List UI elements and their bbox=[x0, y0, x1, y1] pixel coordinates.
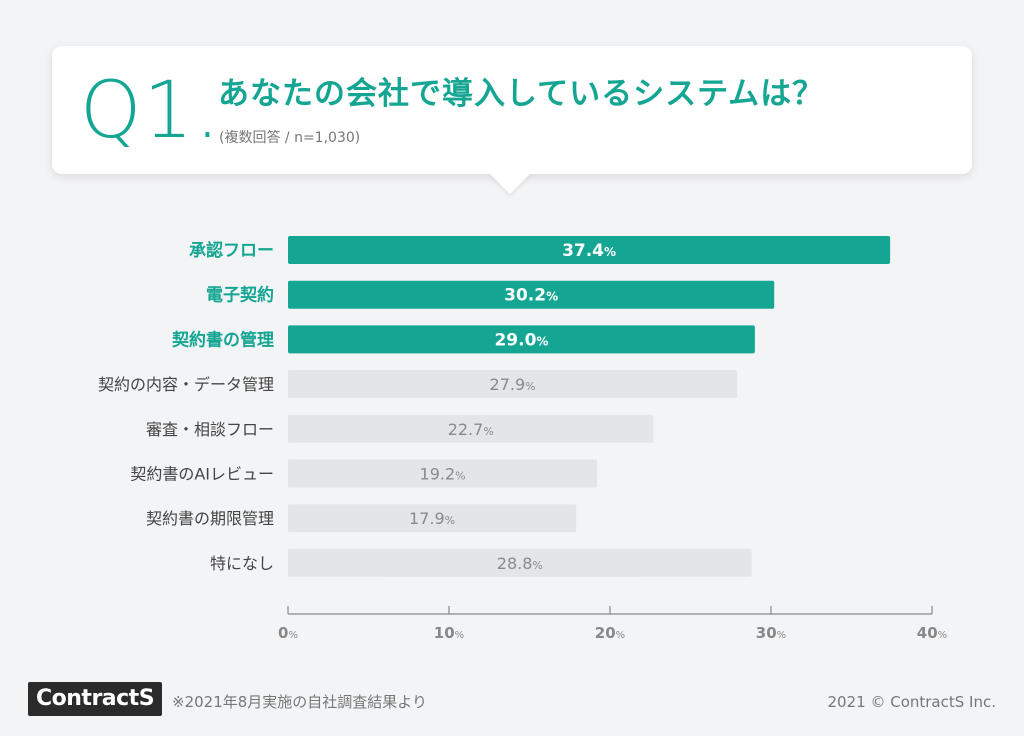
value-label: 29.0% bbox=[494, 330, 548, 350]
category-label: 契約の内容・データ管理 bbox=[98, 375, 274, 394]
bar bbox=[288, 548, 752, 577]
x-tick-label: 40% bbox=[917, 624, 947, 642]
question-card-pointer bbox=[488, 172, 532, 194]
question-title: あなたの会社で導入しているシステムは？ bbox=[218, 76, 825, 112]
value-label: 17.9% bbox=[409, 509, 455, 528]
x-tick-label: 10% bbox=[434, 624, 464, 642]
bar bbox=[288, 325, 755, 354]
bar bbox=[288, 280, 775, 309]
bar bbox=[288, 370, 738, 399]
footer-copyright: 2021 © ContractS Inc. bbox=[827, 693, 996, 711]
value-label: 19.2% bbox=[420, 465, 466, 484]
value-label: 30.2% bbox=[504, 286, 558, 306]
category-label: 契約書の期限管理 bbox=[146, 509, 274, 528]
category-label: 契約書のAIレビュー bbox=[130, 465, 274, 484]
category-label: 審査・相談フロー bbox=[146, 420, 274, 439]
question-subtitle: (複数回答 / n=1,030) bbox=[219, 130, 361, 146]
value-label: 37.4% bbox=[562, 241, 616, 261]
x-tick-label: 0% bbox=[278, 624, 298, 642]
bar-chart: 承認フロー 37.4% 電子契約 30.2% 契約書の管理 29.0% 契約の内容・データ管… bbox=[98, 236, 947, 642]
category-label: 契約書の管理 bbox=[171, 329, 274, 350]
contracts-logo: ContractS bbox=[28, 682, 163, 716]
x-tick-label: 20% bbox=[595, 624, 625, 642]
value-label: 27.9% bbox=[490, 375, 536, 394]
bar bbox=[288, 504, 577, 533]
footer-note: ※2021年8月実施の自社調査結果より bbox=[172, 693, 427, 711]
x-tick-label: 30% bbox=[756, 624, 786, 642]
category-label: 電子契約 bbox=[206, 285, 274, 306]
bar bbox=[288, 236, 891, 264]
value-label: 28.8% bbox=[497, 554, 543, 573]
category-label: 承認フロー bbox=[189, 240, 274, 261]
question-card bbox=[52, 46, 972, 174]
bar bbox=[288, 459, 598, 488]
bar bbox=[288, 414, 654, 443]
value-label: 22.7% bbox=[448, 420, 494, 439]
category-label: 特になし bbox=[210, 554, 274, 573]
question-number: Q1. bbox=[80, 66, 222, 156]
